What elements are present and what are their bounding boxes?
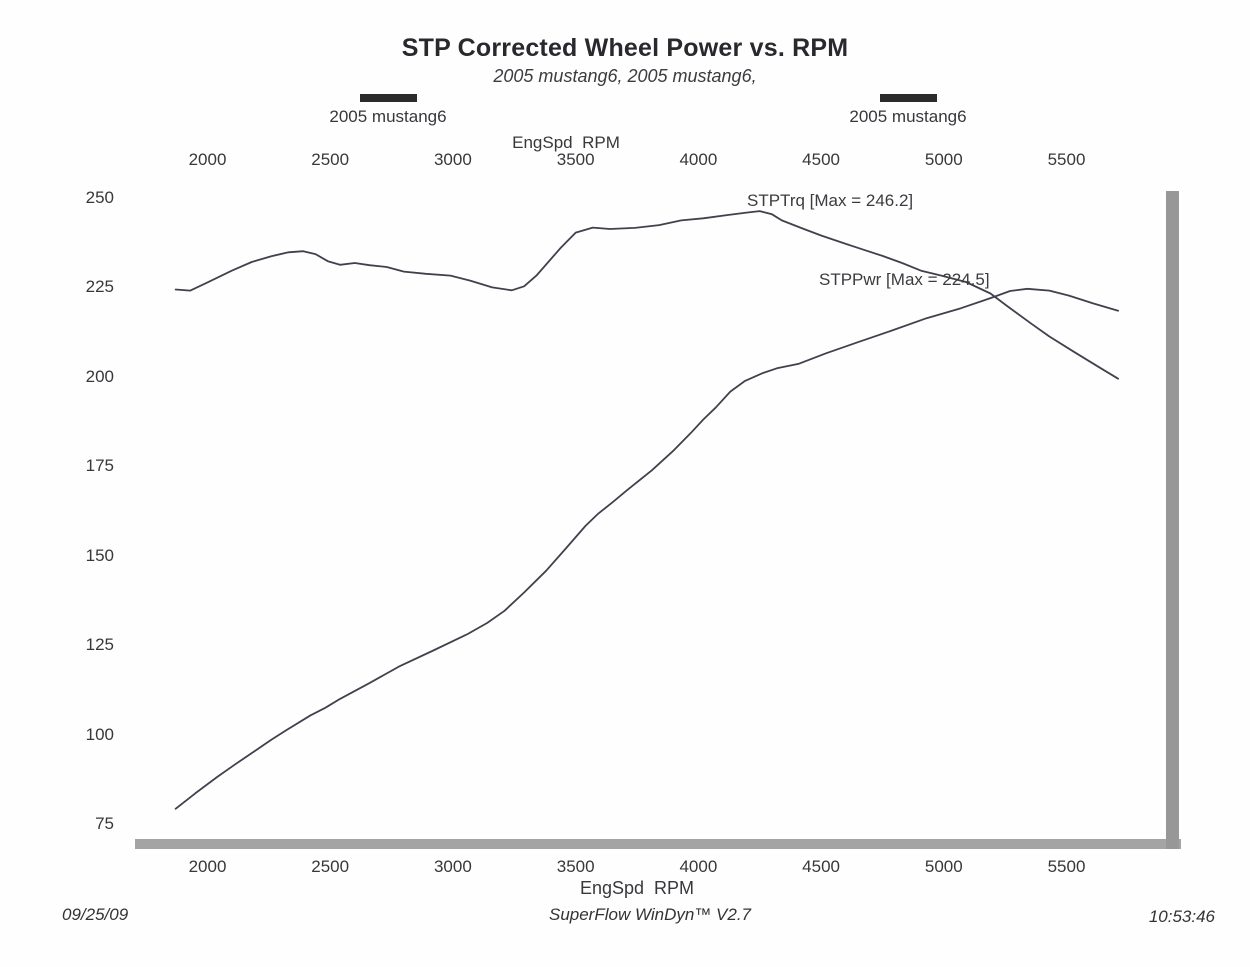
power-curve-label: STPPwr [Max = 224.5] <box>819 270 990 289</box>
right-border-bar <box>1166 191 1179 849</box>
x-tick-label: 3500 <box>556 150 595 169</box>
footer-app-name: SuperFlow WinDyn™ V2.7 <box>548 905 752 924</box>
power-curve <box>174 287 1119 810</box>
x-tick-label: 4500 <box>802 857 841 876</box>
x-tick-label: 4000 <box>679 150 718 169</box>
top-axis-label: EngSpd RPM <box>512 133 620 152</box>
x-tick-label: 3000 <box>433 150 472 169</box>
legend-swatch-icon <box>359 94 417 102</box>
legend-label: 2005 mustang6 <box>329 107 447 126</box>
y-tick-label: 225 <box>85 277 114 296</box>
x-tick-label: 2500 <box>311 150 350 169</box>
bottom-axis-label: EngSpd RPM <box>579 878 695 898</box>
chart-subtitle: 2005 mustang6, 2005 mustang6, <box>493 66 757 86</box>
footer-time: 10:53:46 <box>1148 907 1215 926</box>
x-tick-label: 2500 <box>311 857 350 876</box>
y-tick-label: 150 <box>85 545 114 565</box>
x-tick-label: 5000 <box>924 857 963 876</box>
y-tick-label: 100 <box>85 724 114 744</box>
x-tick-label: 4000 <box>679 857 718 876</box>
torque-curve <box>174 210 1119 380</box>
x-tick-label: 4500 <box>802 150 841 169</box>
y-tick-label: 175 <box>85 456 114 476</box>
y-tick-label: 125 <box>85 635 114 655</box>
footer-date: 09/25/09 <box>62 905 129 924</box>
legend-item: 2005 mustang6 <box>298 94 478 127</box>
x-tick-label: 5500 <box>1047 857 1086 876</box>
legend-swatch-icon <box>879 94 937 102</box>
y-tick-label: 75 <box>95 814 114 834</box>
x-tick-label: 5000 <box>924 150 963 169</box>
legend-label: 2005 mustang6 <box>849 107 967 126</box>
legend-item: 2005 mustang6 <box>818 94 998 127</box>
x-axis-bar <box>135 839 1181 849</box>
x-tick-label: 2000 <box>188 150 227 169</box>
y-tick-label: 200 <box>85 366 114 386</box>
x-tick-label: 5500 <box>1047 150 1086 169</box>
page-title: STP Corrected Wheel Power vs. RPM <box>401 34 849 62</box>
y-tick-label: 250 <box>85 187 114 207</box>
x-tick-label: 3500 <box>556 857 595 876</box>
torque-curve-label: STPTrq [Max = 246.2] <box>747 191 914 210</box>
x-tick-label: 3000 <box>433 857 472 876</box>
x-tick-label: 2000 <box>188 857 227 876</box>
